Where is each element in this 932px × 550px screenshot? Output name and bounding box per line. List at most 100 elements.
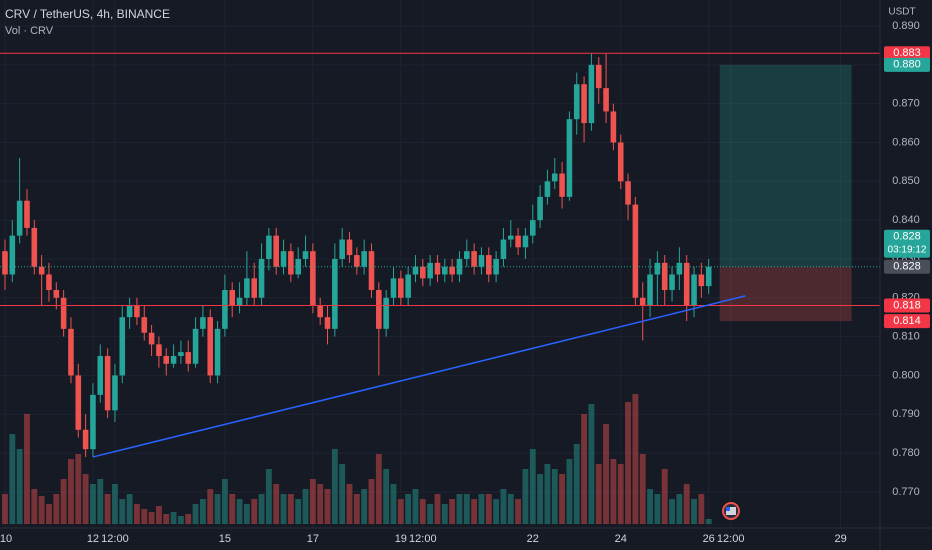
candle-body: [75, 375, 82, 430]
candle-body: [134, 305, 140, 318]
volume-bar: [16, 449, 23, 524]
candle-body: [683, 262, 690, 306]
candle-body: [214, 328, 221, 376]
candle-body: [581, 84, 587, 124]
x-tick-label: 19: [395, 533, 407, 545]
candle-body: [317, 305, 323, 318]
volume-bar: [639, 454, 646, 524]
volume-bar: [632, 394, 639, 524]
candle-body: [529, 220, 536, 236]
candle-body: [24, 200, 30, 228]
volume-bar: [141, 509, 148, 524]
volume-bar: [676, 494, 683, 524]
entry-label: 0.828: [893, 261, 921, 273]
volume-bar: [280, 494, 287, 524]
x-tick-label: 24: [615, 533, 627, 545]
volume-bar: [90, 484, 96, 524]
volume-bar: [60, 479, 67, 524]
candle-body: [566, 119, 573, 197]
volume-bar: [654, 494, 661, 524]
countdown-label: 03:19:12: [888, 244, 927, 255]
candle-body: [148, 332, 155, 345]
volume-bar: [610, 459, 617, 524]
volume-bar: [603, 424, 609, 524]
volume-bar: [155, 506, 162, 524]
candle-body: [420, 266, 426, 279]
candle-body: [178, 352, 184, 357]
candle-body: [346, 239, 353, 256]
stop-label: 0.814: [893, 315, 921, 327]
x-tick-label: 26: [703, 533, 715, 545]
volume-bar: [551, 469, 558, 524]
volume-bar: [522, 469, 529, 524]
candle-body: [376, 290, 382, 329]
candle-body: [90, 394, 96, 450]
candle-body: [244, 278, 250, 298]
volume-bar: [661, 469, 668, 524]
candle-body: [258, 258, 265, 298]
candle-body: [266, 235, 272, 259]
volume-bar: [493, 499, 500, 524]
candle-body: [273, 235, 279, 267]
volume-bar: [419, 499, 426, 524]
candle-body: [295, 258, 301, 275]
candle-body: [493, 258, 499, 275]
volume-bar: [265, 469, 272, 524]
volume-bar: [515, 499, 522, 524]
volume-legend: Vol · CRV: [5, 25, 54, 37]
volume-bar: [302, 489, 309, 524]
volume-bar: [221, 479, 228, 524]
volume-bar: [31, 489, 38, 524]
candle-body: [464, 251, 470, 259]
candle-body: [16, 200, 23, 236]
candle-body: [537, 196, 543, 221]
volume-bar: [185, 514, 192, 524]
volume-bar: [309, 479, 316, 524]
axis-unit: USDT: [888, 7, 915, 18]
volume-bar: [698, 494, 705, 524]
volume-bar: [441, 504, 448, 524]
volume-bar: [119, 499, 126, 524]
candle-body: [654, 262, 661, 275]
candle-body: [104, 356, 111, 411]
volume-bar: [68, 459, 74, 524]
y-tick-label: 0.890: [892, 20, 920, 32]
candle-body: [676, 262, 683, 275]
x-tick-label: 15: [219, 533, 231, 545]
candle-body: [119, 317, 126, 376]
candle-body: [442, 266, 448, 275]
candle-body: [471, 251, 477, 267]
candle-body: [595, 64, 602, 89]
x-tick-label: 17: [307, 533, 319, 545]
candle-body: [434, 262, 441, 275]
candle-body: [207, 317, 214, 376]
candle-body: [383, 297, 389, 329]
volume-bar: [625, 402, 631, 524]
volume-bar: [566, 459, 573, 524]
volume-bar: [478, 494, 485, 524]
volume-bar: [449, 499, 456, 524]
y-tick-label: 0.840: [892, 214, 920, 226]
candle-body: [669, 274, 675, 291]
candle-body: [9, 235, 16, 275]
candle-body: [610, 111, 617, 143]
candle-body: [31, 227, 38, 267]
volume-bar: [104, 494, 111, 524]
volume-bar: [375, 454, 382, 524]
volume-bar: [324, 489, 331, 524]
candle-body: [46, 274, 52, 291]
candle-body: [515, 235, 521, 248]
candle-body: [647, 274, 653, 306]
candle-body: [625, 181, 631, 205]
volume-bar: [705, 519, 712, 524]
volume-bar: [53, 494, 60, 524]
volume-bar: [529, 449, 536, 524]
volume-bar: [500, 489, 507, 524]
candle-body: [603, 88, 609, 112]
volume-bar: [647, 489, 653, 524]
candle-body: [332, 258, 338, 329]
stop-label-bg: [884, 314, 930, 329]
horizontal-line-label-bg: [884, 46, 930, 61]
candle-body: [141, 317, 148, 333]
candle-body: [163, 356, 170, 364]
